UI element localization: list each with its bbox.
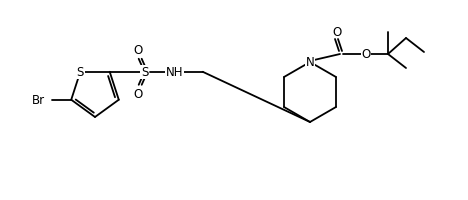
Text: N: N	[306, 56, 314, 69]
Text: S: S	[141, 66, 148, 79]
Text: S: S	[77, 66, 84, 79]
Text: O: O	[361, 48, 371, 61]
Text: NH: NH	[166, 66, 183, 79]
Text: O: O	[133, 44, 142, 57]
Text: O: O	[332, 25, 342, 38]
Text: Br: Br	[32, 94, 45, 107]
Text: O: O	[133, 88, 142, 101]
